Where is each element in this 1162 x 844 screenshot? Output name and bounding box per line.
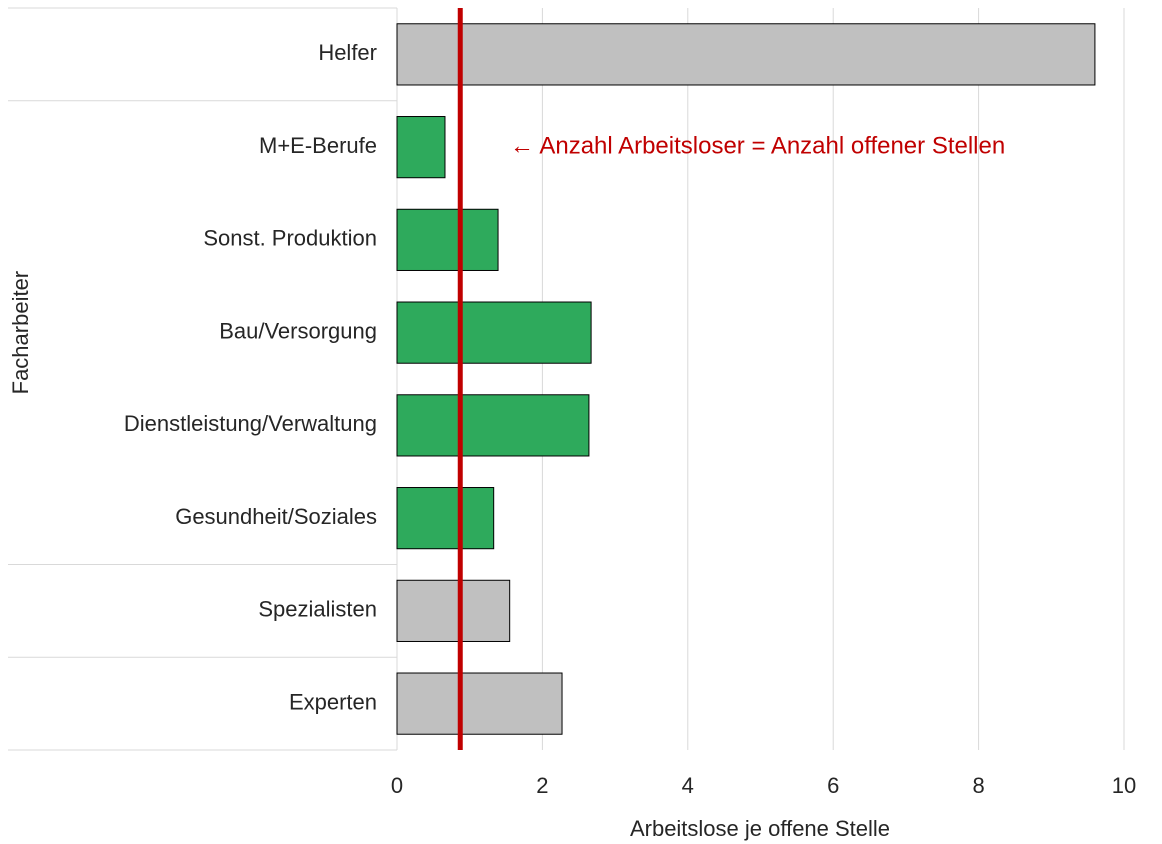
y-tick-label: Experten — [289, 689, 377, 714]
x-tick-label: 10 — [1112, 773, 1136, 798]
y-tick-label: M+E-Berufe — [259, 133, 377, 158]
y-tick-label: Spezialisten — [258, 597, 377, 622]
y-tick-label: Bau/Versorgung — [219, 318, 377, 343]
bar — [396, 394, 590, 457]
bar — [396, 487, 495, 550]
bar — [396, 579, 511, 642]
y-tick-label: Gesundheit/Soziales — [175, 504, 377, 529]
y-tick-label: Sonst. Produktion — [203, 226, 377, 251]
bar — [396, 116, 446, 179]
y-tick-label: Dienstleistung/Verwaltung — [124, 411, 377, 436]
bar — [396, 208, 499, 271]
x-tick-label: 8 — [972, 773, 984, 798]
x-tick-label: 4 — [682, 773, 694, 798]
annotation: ← Anzahl Arbeitsloser = Anzahl offener S… — [510, 132, 1005, 159]
x-tick-label: 6 — [827, 773, 839, 798]
bar — [396, 672, 563, 735]
x-tick-label: 2 — [536, 773, 548, 798]
y-tick-label: Helfer — [318, 40, 377, 65]
bar — [396, 301, 592, 364]
bar — [396, 23, 1096, 86]
group-label: Facharbeiter — [8, 271, 33, 395]
x-axis-label: Arbeitslose je offene Stelle — [630, 816, 890, 841]
x-tick-label: 0 — [391, 773, 403, 798]
